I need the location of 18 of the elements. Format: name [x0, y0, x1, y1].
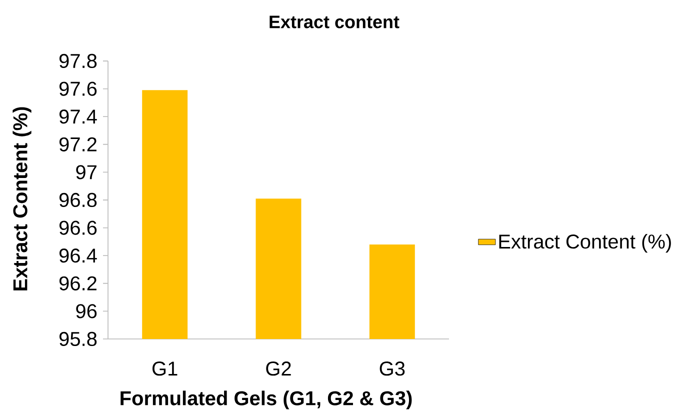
y-tick-label: 96.8 — [59, 192, 97, 208]
y-tick-label: 96.6 — [59, 220, 97, 235]
y-tick-label: 95.8 — [59, 332, 97, 346]
y-tick-label: 96 — [76, 304, 97, 318]
chart-title: Extract content — [270, 16, 400, 28]
legend-label: Extract Content (%) — [499, 234, 671, 253]
y-tick-label: 96.2 — [59, 276, 96, 290]
x-tick-label: G3 — [380, 362, 405, 376]
y-axis-title: Extract Content (%) — [12, 107, 32, 290]
y-tick-label: 96.4 — [59, 248, 97, 263]
y-tick-label: 97 — [76, 165, 96, 180]
x-axis-title: Formulated Gels (G1, G2 & G3) — [120, 390, 412, 410]
y-tick-label: 97.4 — [59, 110, 97, 124]
x-tick-label: G2 — [266, 362, 291, 376]
y-tick-label: 97.8 — [59, 54, 97, 68]
x-tick-label: G1 — [152, 362, 178, 376]
y-tick-label: 97.6 — [59, 82, 97, 96]
y-tick-label: 97.2 — [59, 137, 96, 152]
